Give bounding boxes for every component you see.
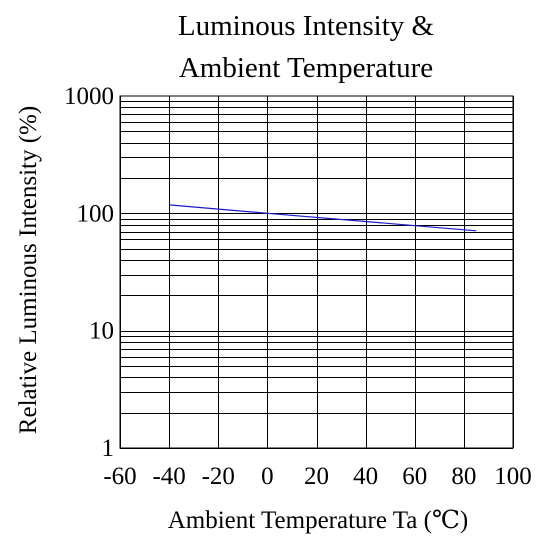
- x-grid: [120, 96, 514, 448]
- series-group: [169, 204, 477, 232]
- x-tick-label: 40: [353, 463, 378, 490]
- y-axis-label: Relative Luminous Intensity (%): [15, 106, 42, 434]
- chart-title-line-2: Ambient Temperature: [179, 52, 433, 84]
- chart-title-line-1: Luminous Intensity &: [178, 10, 435, 42]
- x-axis-label: Ambient Temperature Ta (℃): [168, 507, 469, 534]
- y-tick-label: 1000: [64, 83, 114, 110]
- x-tick-label: -60: [103, 463, 136, 490]
- y-tick-label: 1: [102, 435, 115, 462]
- series-line: [169, 204, 477, 232]
- x-tick-label: 80: [451, 463, 476, 490]
- y-tick-label: 10: [89, 318, 114, 345]
- y-tick-labels: 1 10 100 1000: [64, 83, 114, 462]
- x-tick-labels: -60 -40 -20 0 20 40 60 80 100: [103, 463, 531, 490]
- x-tick-label: -20: [202, 463, 235, 490]
- y-tick-label: 100: [77, 200, 115, 227]
- plot-frame: [119, 95, 514, 449]
- y-grid: [120, 101, 513, 449]
- x-tick-label: 60: [402, 463, 427, 490]
- x-tick-label: 100: [494, 463, 532, 490]
- x-tick-label: -40: [152, 463, 185, 490]
- chart-title: Luminous Intensity & Ambient Temperature: [178, 10, 435, 84]
- x-tick-label: 20: [304, 463, 329, 490]
- x-tick-label: 0: [261, 463, 274, 490]
